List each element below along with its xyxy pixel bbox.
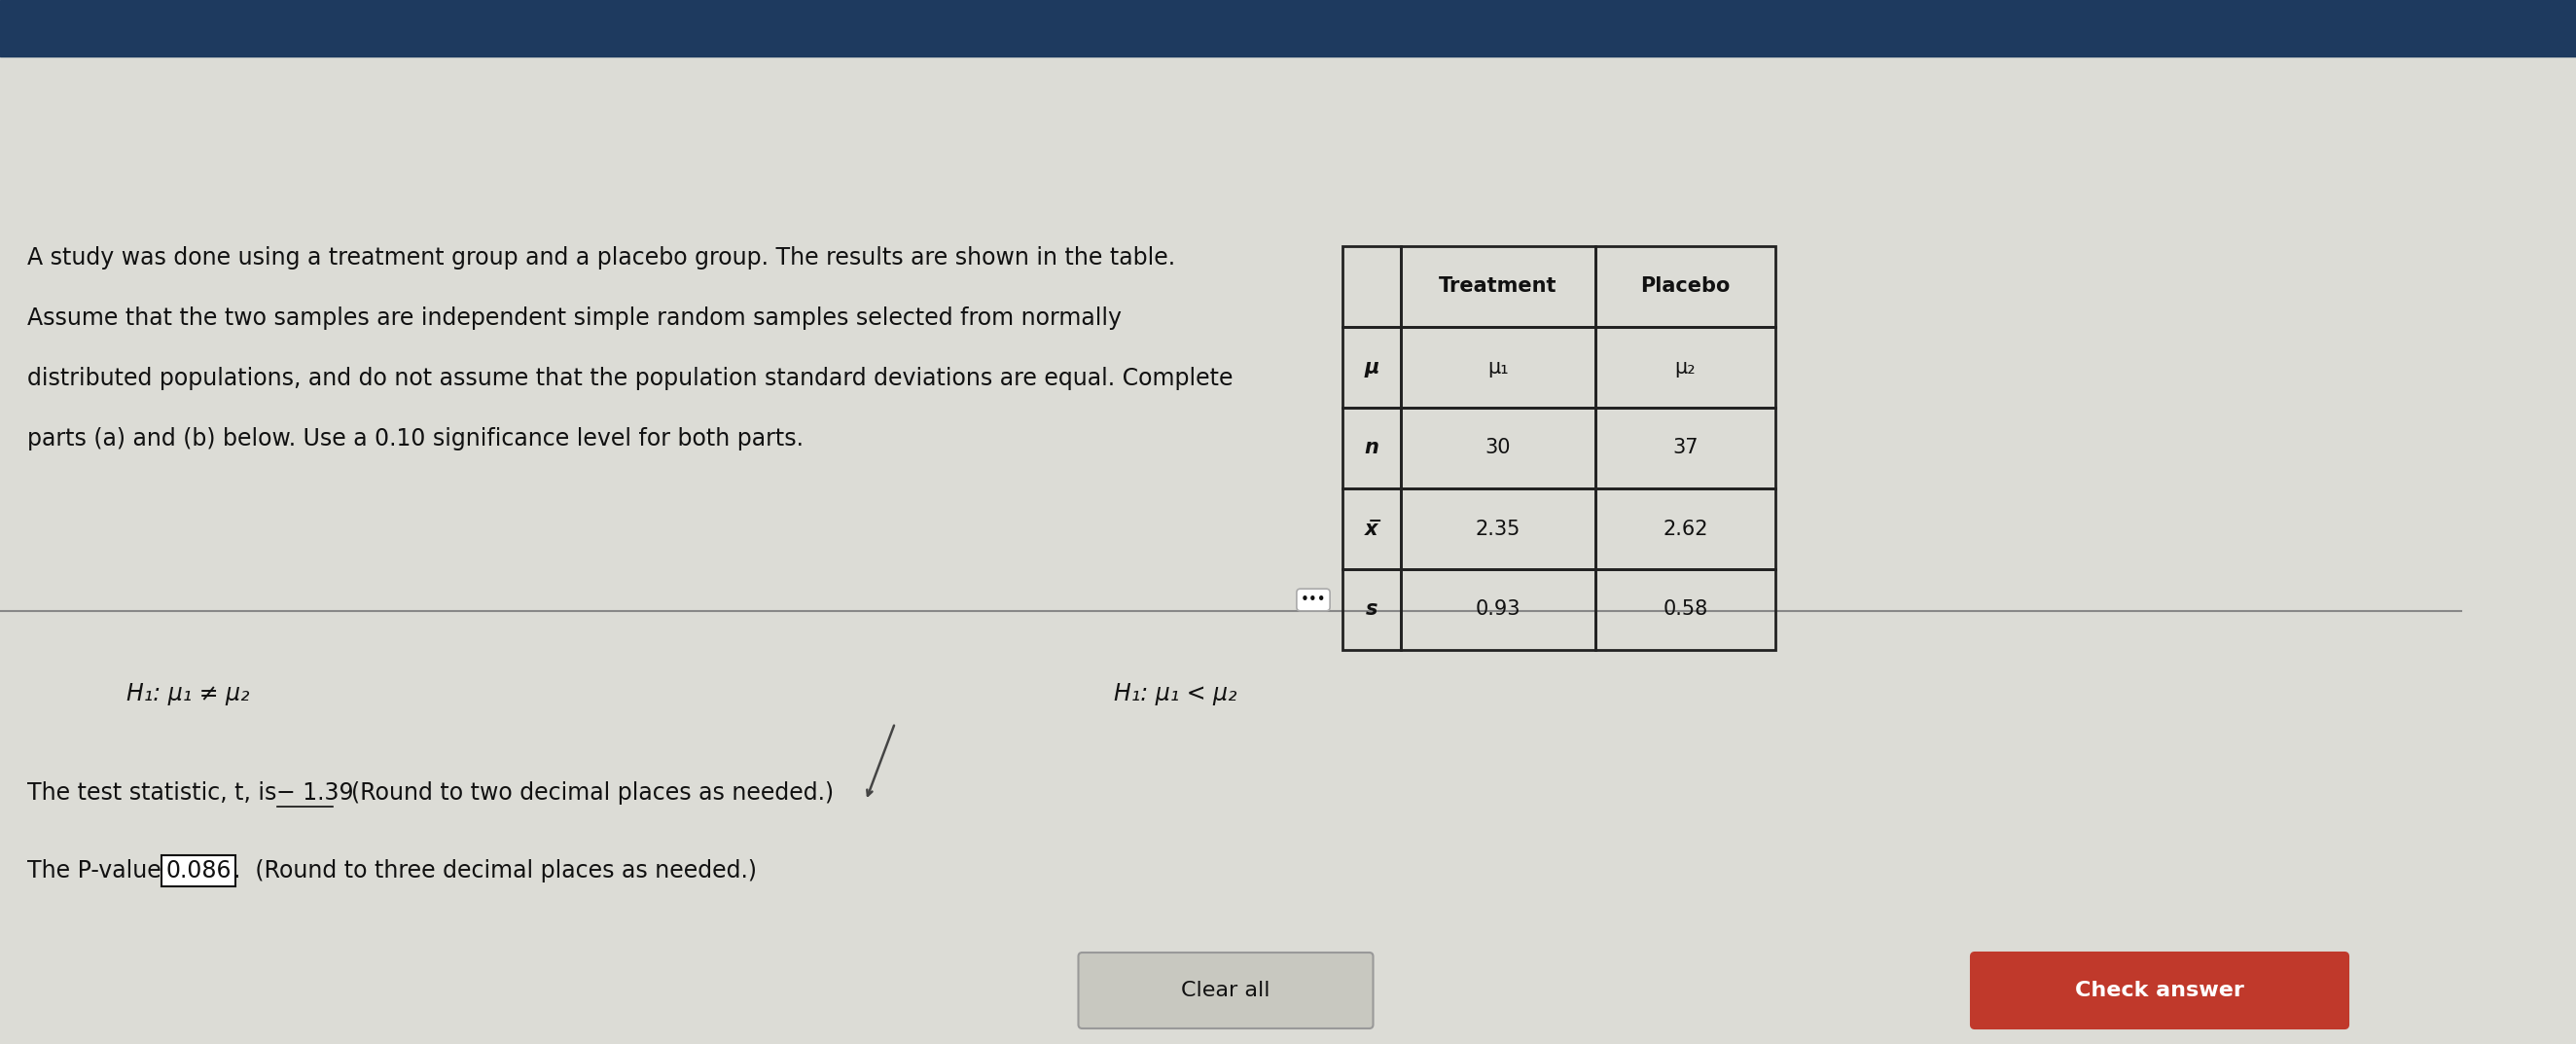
- Text: − 1.39: − 1.39: [276, 781, 353, 805]
- Bar: [1342, 327, 1401, 407]
- Text: 30: 30: [1486, 438, 1512, 457]
- Text: Clear all: Clear all: [1182, 980, 1270, 1000]
- Bar: [1595, 246, 1775, 327]
- Text: The test statistic, t, is: The test statistic, t, is: [28, 781, 291, 805]
- Text: 0.086: 0.086: [165, 859, 232, 882]
- Text: Assume that the two samples are independent simple random samples selected from : Assume that the two samples are independ…: [28, 307, 1121, 330]
- Bar: [1401, 407, 1595, 489]
- Text: Placebo: Placebo: [1641, 277, 1731, 296]
- Text: •••: •••: [1301, 593, 1327, 608]
- Text: H₁: μ₁ < μ₂: H₁: μ₁ < μ₂: [1113, 682, 1236, 706]
- Bar: [1342, 407, 1401, 489]
- Text: distributed populations, and do not assume that the population standard deviatio: distributed populations, and do not assu…: [28, 366, 1234, 390]
- FancyBboxPatch shape: [1971, 952, 2349, 1028]
- Text: A study was done using a treatment group and a placebo group. The results are sh: A study was done using a treatment group…: [28, 246, 1175, 269]
- Text: μ₁: μ₁: [1486, 357, 1510, 377]
- Text: n: n: [1365, 438, 1378, 457]
- Bar: [1401, 327, 1595, 407]
- Text: 0.93: 0.93: [1476, 600, 1520, 619]
- Bar: [1595, 407, 1775, 489]
- Text: Check answer: Check answer: [2076, 980, 2244, 1000]
- Text: μ: μ: [1365, 357, 1378, 377]
- Text: x̅: x̅: [1365, 519, 1378, 539]
- Text: 2.62: 2.62: [1662, 519, 1708, 539]
- Bar: [1401, 569, 1595, 650]
- Text: 37: 37: [1672, 438, 1698, 457]
- Text: H₁: μ₁ ≠ μ₂: H₁: μ₁ ≠ μ₂: [126, 682, 250, 706]
- Bar: [1342, 489, 1401, 569]
- Text: μ₂: μ₂: [1674, 357, 1695, 377]
- FancyBboxPatch shape: [1079, 952, 1373, 1028]
- Bar: [0, 0, 2576, 56]
- Bar: [1342, 246, 1401, 327]
- Text: 0.58: 0.58: [1664, 600, 1708, 619]
- Text: .  (Round to three decimal places as needed.): . (Round to three decimal places as need…: [234, 859, 757, 882]
- Text: parts (a) and (b) below. Use a 0.10 significance level for both parts.: parts (a) and (b) below. Use a 0.10 sign…: [28, 427, 804, 451]
- Text: (Round to two decimal places as needed.): (Round to two decimal places as needed.): [335, 781, 832, 805]
- Bar: [1401, 489, 1595, 569]
- Bar: [1595, 489, 1775, 569]
- Text: s: s: [1365, 600, 1378, 619]
- Bar: [1595, 327, 1775, 407]
- Bar: [1595, 569, 1775, 650]
- Text: 2.35: 2.35: [1476, 519, 1520, 539]
- Bar: [1401, 246, 1595, 327]
- Text: Treatment: Treatment: [1440, 277, 1558, 296]
- Text: The P-value is: The P-value is: [28, 859, 193, 882]
- Bar: [1342, 569, 1401, 650]
